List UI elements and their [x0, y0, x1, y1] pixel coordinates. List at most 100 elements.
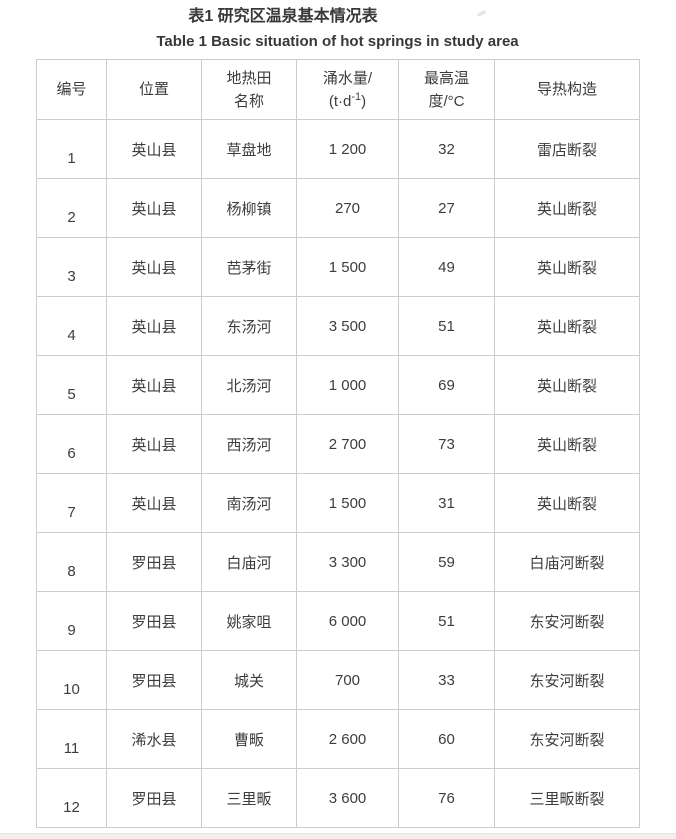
cell-field-name: 东汤河 [201, 296, 297, 356]
cell-flow: 700 [296, 650, 399, 710]
cell-location: 英山县 [106, 178, 202, 238]
cell-structure: 东安河断裂 [494, 591, 640, 651]
unit-pre: (t·d [328, 92, 352, 110]
cell-temp: 51 [398, 296, 495, 356]
header-max-temp-line2: 度/°C [428, 92, 465, 110]
table-row: 9 罗田县 姚家咀 6 000 51 东安河断裂 [36, 591, 640, 651]
cell-no: 2 [36, 178, 107, 238]
table-row: 3 英山县 芭茅街 1 500 49 英山断裂 [36, 237, 640, 297]
cell-temp: 49 [398, 237, 495, 297]
cell-no: 3 [36, 237, 107, 297]
table-row: 7 英山县 南汤河 1 500 31 英山断裂 [36, 473, 640, 533]
cell-structure: 雷店断裂 [494, 119, 640, 179]
cell-field-name: 白庙河 [201, 532, 297, 592]
cell-no: 5 [36, 355, 107, 415]
cell-flow: 1 000 [296, 355, 399, 415]
header-field-name-line1: 地热田 [226, 69, 272, 87]
cell-field-name: 西汤河 [201, 414, 297, 474]
cell-flow: 270 [296, 178, 399, 238]
cell-location: 英山县 [106, 355, 202, 415]
cell-location: 英山县 [106, 119, 202, 179]
header-flow-rate-unit: (t·d-1) [297, 90, 398, 113]
header-field-name: 地热田 名称 [201, 59, 297, 120]
row-number: 10 [63, 680, 80, 698]
cell-location: 英山县 [106, 473, 202, 533]
table-header: 编号 位置 地热田 名称 涌水量/ (t·d-1) 最高温 度/°C 导热构造 [36, 59, 640, 120]
cell-field-name: 草盘地 [201, 119, 297, 179]
cell-location: 罗田县 [106, 650, 202, 710]
header-max-temp: 最高温 度/°C [398, 59, 495, 120]
row-number: 12 [63, 798, 80, 816]
cell-field-name: 曹畈 [201, 709, 297, 769]
cell-temp: 51 [398, 591, 495, 651]
unit-post: ) [361, 92, 367, 110]
cell-no: 9 [36, 591, 107, 651]
cell-structure: 英山断裂 [494, 355, 640, 415]
header-max-temp-line1: 最高温 [423, 69, 469, 87]
cell-flow: 2 700 [296, 414, 399, 474]
cell-location: 英山县 [106, 237, 202, 297]
cell-field-name: 南汤河 [201, 473, 297, 533]
cell-temp: 73 [398, 414, 495, 474]
cell-flow: 6 000 [296, 591, 399, 651]
cell-structure: 英山断裂 [494, 473, 640, 533]
header-flow-rate-line1: 涌水量/ [322, 69, 373, 87]
cell-structure: 英山断裂 [494, 414, 640, 474]
cell-no: 8 [36, 532, 107, 592]
cell-location: 罗田县 [106, 768, 202, 828]
table-row: 10 罗田县 城关 700 33 东安河断裂 [36, 650, 640, 710]
table-row: 11 浠水县 曹畈 2 600 60 东安河断裂 [36, 709, 640, 769]
table-row: 6 英山县 西汤河 2 700 73 英山断裂 [36, 414, 640, 474]
cell-temp: 31 [398, 473, 495, 533]
unit-superscript: -1 [351, 90, 362, 103]
row-number: 7 [67, 503, 76, 521]
row-number: 5 [67, 385, 76, 403]
row-number: 11 [63, 739, 80, 757]
cell-temp: 27 [398, 178, 495, 238]
cell-temp: 33 [398, 650, 495, 710]
table-row: 4 英山县 东汤河 3 500 51 英山断裂 [36, 296, 640, 356]
cell-flow: 1 200 [296, 119, 399, 179]
cell-no: 6 [36, 414, 107, 474]
cell-location: 罗田县 [106, 532, 202, 592]
header-location: 位置 [106, 59, 202, 120]
cell-structure: 英山断裂 [494, 296, 640, 356]
header-structure: 导热构造 [494, 59, 640, 120]
table-row: 8 罗田县 白庙河 3 300 59 白庙河断裂 [36, 532, 640, 592]
cell-field-name: 三里畈 [201, 768, 297, 828]
page: 表1 研究区温泉基本情况表 Table 1 Basic situation of… [0, 7, 676, 839]
row-number: 2 [67, 208, 76, 226]
cell-temp: 59 [398, 532, 495, 592]
cell-no: 12 [36, 768, 107, 828]
cell-structure: 三里畈断裂 [494, 768, 640, 828]
cell-location: 罗田县 [106, 591, 202, 651]
cell-flow: 3 300 [296, 532, 399, 592]
cell-location: 浠水县 [106, 709, 202, 769]
cell-no: 1 [36, 119, 107, 179]
cell-no: 10 [36, 650, 107, 710]
cell-structure: 白庙河断裂 [494, 532, 640, 592]
table-body: 1 英山县 草盘地 1 200 3 2 雷店断裂 2 英山县 杨柳镇 270 27… [36, 119, 640, 828]
cell-field-name: 芭茅街 [201, 237, 297, 297]
cell-temp: 69 [398, 355, 495, 415]
cell-no: 7 [36, 473, 107, 533]
row-number: 1 [67, 149, 76, 167]
cell-flow: 1 500 [296, 237, 399, 297]
cell-flow: 3 500 [296, 296, 399, 356]
bottom-scroll-strip [0, 833, 676, 839]
cell-field-name: 杨柳镇 [201, 178, 297, 238]
cell-field-name: 姚家咀 [201, 591, 297, 651]
header-flow-rate: 涌水量/ (t·d-1) [296, 59, 399, 120]
table-row: 12 罗田县 三里畈 3 600 76 三里畈断裂 [36, 768, 640, 828]
row-number: 4 [67, 326, 76, 344]
row-number: 3 [67, 267, 76, 285]
row-number: 6 [67, 444, 76, 462]
cell-no: 11 [36, 709, 107, 769]
row-number: 8 [67, 562, 76, 580]
cell-structure: 英山断裂 [494, 237, 640, 297]
cell-flow: 1 500 [296, 473, 399, 533]
header-field-name-line2: 名称 [233, 92, 264, 110]
row-number: 9 [67, 621, 76, 639]
table-row: 2 英山县 杨柳镇 270 27 英山断裂 [36, 178, 640, 238]
cell-structure: 东安河断裂 [494, 650, 640, 710]
